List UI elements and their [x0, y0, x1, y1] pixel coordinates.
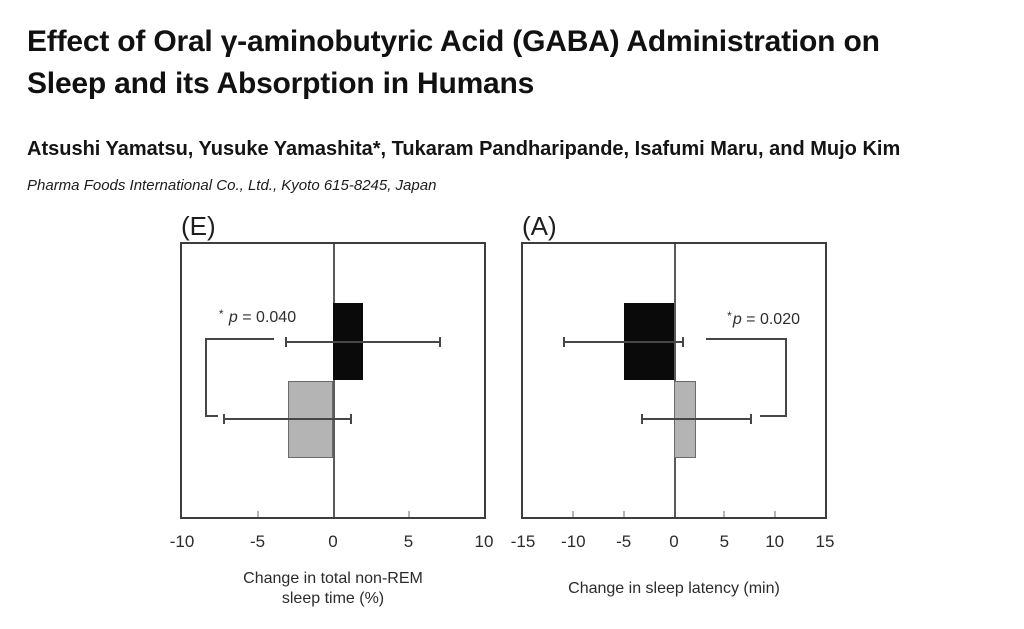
axis-tick-mark [622, 511, 625, 517]
x-tick-label: 10 [765, 532, 785, 551]
panel-label-E: (E) [181, 211, 216, 241]
x-tick-label: -5 [249, 532, 266, 551]
x-tick-label: -5 [616, 532, 632, 551]
x-axis-label-line: sleep time (%) [281, 590, 385, 607]
plot-area-A: *p = 0.020 [521, 242, 827, 519]
p-value-text: = 0.020 [741, 311, 801, 329]
asterisk: * [218, 306, 229, 321]
significance-bracket-top [204, 337, 275, 340]
zero-axis-line [333, 244, 335, 517]
error-bar [286, 340, 441, 343]
p-value-text: = 0.040 [237, 308, 297, 326]
error-bar-cap [749, 414, 752, 425]
x-tick-label: -15 [510, 532, 536, 551]
error-bar [224, 418, 352, 421]
significance-bracket-top [706, 337, 785, 340]
error-bar-cap [223, 414, 226, 425]
significance-bracket-side [204, 337, 207, 418]
paper-title-line-1: Effect of Oral γ-aminobutyric Acid (GABA… [27, 25, 880, 58]
paper-title-line-2: Sleep and its Absorption in Humans [27, 67, 535, 100]
chart-panel-E: (E) * p = 0.040 -10 -5 0 5 10 Change in tota… [170, 211, 494, 612]
x-tick-label: 5 [719, 532, 730, 551]
affiliation-line: Pharma Foods International Co., Ltd., Ky… [27, 177, 437, 194]
error-bar-cap [439, 336, 442, 347]
error-bar-cap [640, 414, 643, 425]
axis-tick-mark [407, 511, 410, 517]
panel-label-A: (A) [522, 211, 557, 241]
x-tick-label: -10 [561, 532, 586, 551]
plot-area-E: * p = 0.040 [180, 242, 486, 519]
p-value-label: *p = 0.020 [727, 309, 801, 329]
axis-tick-mark [572, 511, 575, 517]
error-bar-cap [682, 336, 685, 347]
p-value-label: * p = 0.040 [218, 306, 297, 327]
x-axis-label-line: Change in sleep latency (min) [568, 580, 780, 597]
p-symbol: p [732, 311, 742, 329]
chart-panel-A: (A) *p = 0.020 -15 -10 -5 0 5 10 15 Change in … [511, 211, 835, 612]
axis-tick-mark [256, 511, 259, 517]
x-axis-label-A: Change in sleep latency (min) [521, 566, 827, 612]
axis-tick-mark [773, 511, 776, 517]
p-symbol: p [228, 308, 238, 326]
x-tick-label: 15 [815, 532, 835, 551]
x-tick-label: -10 [169, 532, 195, 551]
authors-line: Atsushi Yamatsu, Yusuke Yamashita*, Tuka… [27, 138, 901, 160]
error-bar-cap [563, 336, 566, 347]
x-axis-label-E: Change in total non-REM sleep time (%) [180, 566, 486, 612]
x-tick-label: 0 [669, 532, 679, 551]
paper-title: Effect of Oral γ-aminobutyric Acid (GABA… [27, 21, 1007, 105]
error-bar-cap [350, 414, 353, 425]
error-bar [564, 340, 684, 343]
x-tick-label: 0 [328, 532, 338, 551]
x-axis-label-line: Change in total non-REM [243, 570, 423, 587]
tick-row-A: -15 -10 -5 0 5 10 15 [511, 532, 835, 554]
x-tick-label: 5 [403, 532, 414, 551]
significance-bracket-bottom [759, 415, 785, 418]
asterisk: * [727, 309, 733, 324]
significance-bracket-side [784, 337, 787, 418]
x-tick-label: 10 [474, 532, 494, 551]
tick-row-E: -10 -5 0 5 10 [170, 532, 494, 554]
axis-tick-mark [723, 511, 726, 517]
error-bar [641, 418, 751, 421]
error-bar-cap [285, 336, 288, 347]
significance-bracket-bottom [204, 415, 219, 418]
